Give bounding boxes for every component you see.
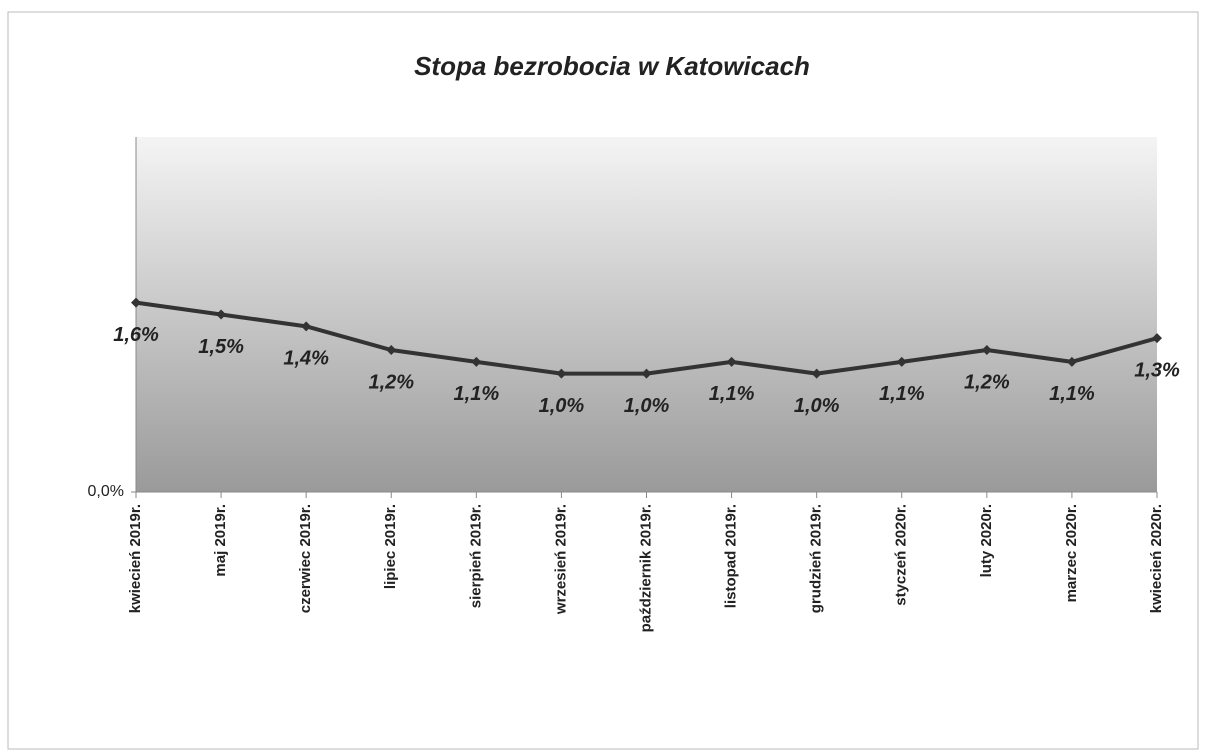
marker (386, 345, 397, 355)
data-label: 1,4% (283, 348, 329, 370)
data-label: 1,3% (1134, 359, 1180, 381)
marker (471, 356, 482, 367)
x-tick-label: październik 2019r. (637, 504, 654, 632)
x-tick-label: luty 2020r. (978, 504, 995, 577)
data-label: 1,1% (879, 383, 925, 405)
x-tick-label: listopad 2019r. (723, 504, 740, 608)
marker (1066, 356, 1077, 367)
data-label: 1,0% (539, 395, 585, 417)
data-label: 1,2% (368, 371, 414, 393)
x-tick-label: styczeń 2020r. (893, 504, 910, 606)
x-tick-label: wrzesień 2019r. (552, 504, 569, 615)
chart-title: Stopa bezrobocia w Katowicach (414, 51, 810, 81)
plot-area (136, 137, 1157, 492)
y-tick-label: 0,0% (88, 483, 124, 500)
x-tick-label: grudzień 2019r. (808, 504, 825, 613)
data-label: 1,0% (624, 395, 670, 417)
x-tick-label: marzec 2020r. (1063, 504, 1080, 602)
marker (556, 368, 567, 379)
data-label: 1,6% (113, 324, 159, 346)
marker (1152, 333, 1162, 344)
marker (301, 321, 312, 332)
marker (981, 345, 992, 355)
marker (811, 368, 822, 379)
x-tick-label: kwiecień 2019r. (127, 504, 144, 613)
data-label: 1,1% (454, 383, 500, 405)
x-tick-label: kwiecień 2020r. (1148, 504, 1165, 613)
x-tick-label: maj 2019r. (212, 504, 229, 577)
marker (896, 356, 907, 367)
data-label: 1,1% (1049, 383, 1095, 405)
x-tick-label: lipiec 2019r. (382, 504, 399, 589)
marker (216, 309, 227, 320)
marker (131, 297, 141, 308)
data-label: 1,1% (709, 383, 755, 405)
marker (641, 368, 652, 379)
data-label: 1,2% (964, 371, 1010, 393)
x-tick-label: czerwiec 2019r. (297, 504, 314, 613)
data-label: 1,0% (794, 395, 840, 417)
x-tick-label: sierpień 2019r. (467, 504, 484, 608)
marker (726, 356, 737, 367)
data-label: 1,5% (198, 336, 244, 358)
